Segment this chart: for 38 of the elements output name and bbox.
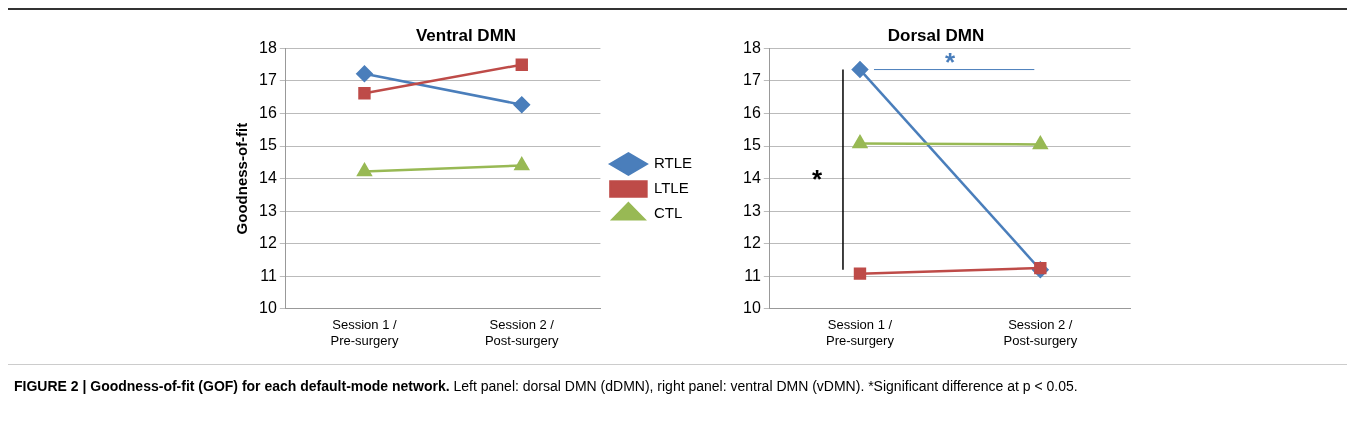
chart-title: Ventral DMN [415, 25, 517, 45]
annotation: * [945, 46, 957, 77]
x-tick-label: Session 1 / Pre-surgery [826, 317, 895, 348]
annotation: * [811, 163, 823, 194]
x-tick-label: Session 2 / Post-surgery [1003, 317, 1078, 348]
legend-label: LTLE [653, 179, 689, 197]
x-tick-label: Session 1 / Pre-surgery [330, 317, 399, 348]
y-tick-label: 15 [259, 136, 277, 154]
chart-title: Dorsal DMN [887, 25, 985, 45]
legend-label: CTL [653, 204, 683, 222]
y-tick-label: 18 [743, 38, 761, 56]
legend-label: RTLE [653, 154, 693, 172]
text: FIGURE 2 | Goodness-of-fit (GOF) for each default-mode network. [14, 378, 450, 394]
y-tick-label: 16 [259, 103, 277, 121]
y-tick-label: 10 [743, 299, 761, 317]
text: Left panel: dorsal DMN (dDMN), right panel: ventral DMN (vDMN). *Significant difference at p < 0.05. [453, 378, 1078, 394]
y-tick-label: 11 [744, 266, 761, 284]
point [851, 61, 869, 78]
y-tick-label: 17 [259, 71, 277, 89]
y-tick-label: 13 [743, 201, 761, 219]
point [358, 87, 371, 100]
y-tick-label: 11 [260, 266, 277, 284]
point [853, 267, 867, 280]
y-tick-label: 14 [259, 169, 277, 187]
y-tick-label: 14 [743, 169, 761, 187]
y-axis-title: Goodness-of-fit [233, 122, 251, 235]
y-tick-label: 12 [259, 234, 277, 252]
y-tick-label: 18 [259, 38, 277, 56]
y-tick-label: 10 [259, 299, 277, 317]
y-tick-label: 17 [743, 71, 761, 89]
x-tick-label: Session 2 / Post-surgery [484, 317, 560, 348]
y-tick-label: 15 [743, 136, 761, 154]
y-tick-label: 16 [743, 103, 761, 121]
y-tick-label: 13 [259, 201, 277, 219]
point [356, 65, 373, 83]
point [513, 96, 531, 113]
y-tick-label: 12 [743, 234, 761, 252]
point [515, 58, 528, 71]
